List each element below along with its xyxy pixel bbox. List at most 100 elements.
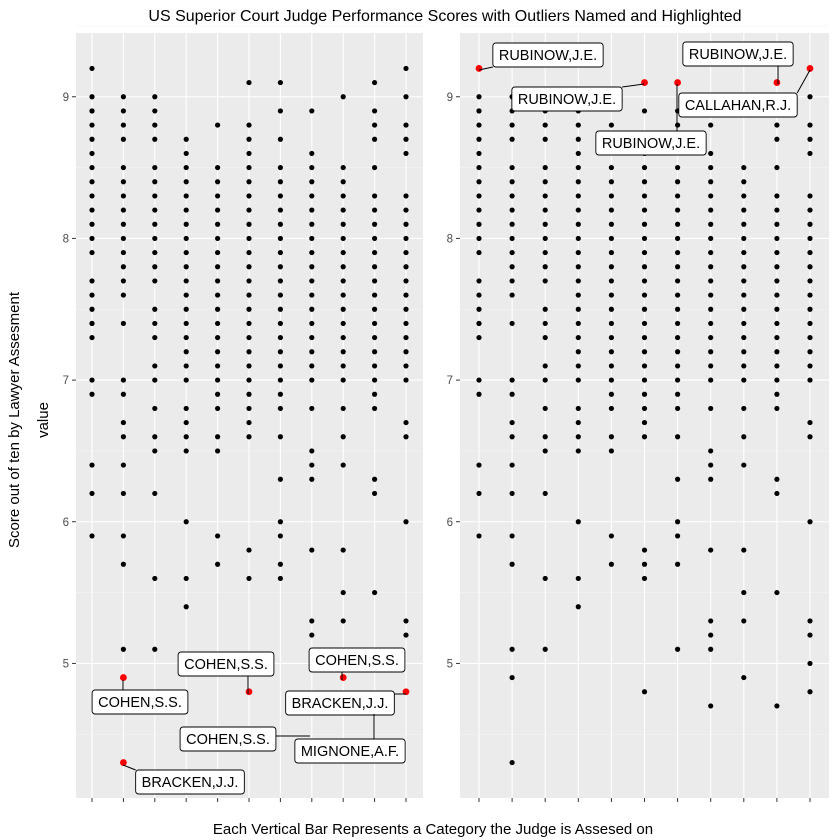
data-point [372,278,378,284]
data-point [774,320,780,327]
data-point [309,306,315,312]
data-point [152,264,158,270]
data-point [741,193,747,199]
data-point [403,249,409,256]
data-point [120,164,126,171]
data-point [708,405,714,412]
data-point [476,306,482,312]
data-point [340,589,346,596]
data-point [608,405,615,412]
data-point [89,278,95,284]
data-point [89,179,95,185]
data-point [741,235,747,242]
data-point [309,448,315,454]
data-point [476,193,482,199]
data-point [774,278,780,284]
data-point [509,221,515,227]
data-point [542,448,548,454]
outlier-label-text: COHEN,S.S. [186,732,270,748]
outlier-label-box [135,769,245,795]
data-point [741,674,747,681]
data-point [641,419,648,426]
outlier-point [641,79,648,86]
data-point [89,391,95,397]
data-point [708,235,714,242]
data-point [741,278,747,284]
data-point [340,462,346,468]
data-point [641,193,648,199]
y-tick-label: 9 [63,92,69,104]
data-point [183,292,189,298]
data-point [246,164,252,171]
panel-2: 5 6 7 8 9 RUBINOW,J.E. RUBINOW,J.E. RUBINOW,J.E… [447,25,829,802]
data-point [246,150,252,157]
data-point [774,249,780,256]
data-point [741,462,747,468]
data-point [372,207,378,213]
data-point [708,349,714,355]
data-point [741,221,747,227]
data-point [277,79,283,86]
data-point [741,249,747,256]
data-point [372,264,378,270]
data-point [807,249,813,256]
data-point [246,434,252,440]
data-point [774,363,780,369]
data-point [575,434,581,440]
data-point [215,235,221,242]
outlier-label-text: COHEN,S.S. [315,653,399,669]
data-point [152,249,158,256]
data-point [277,349,283,355]
data-point [403,94,409,100]
data-point [575,320,581,327]
data-point [575,377,581,383]
data-point [277,434,283,440]
data-point [340,363,346,369]
data-point [476,462,482,468]
outlier-label-text: RUBINOW,J.E. [499,48,597,64]
data-point [641,292,648,298]
data-point [340,618,346,624]
data-point [372,235,378,242]
data-point [277,575,283,582]
data-point [608,377,615,383]
data-point [575,249,581,256]
data-point [372,349,378,355]
data-point [608,334,615,341]
outlier-label-box [511,86,623,112]
data-point [403,349,409,355]
data-point [89,235,95,242]
data-point [403,434,409,440]
data-point [215,434,221,440]
data-point [708,164,714,171]
data-point [807,292,813,298]
data-point [542,136,548,142]
data-point [309,618,315,624]
data-point [403,193,409,199]
data-point [675,264,681,270]
data-point [89,207,95,213]
data-point [152,221,158,227]
data-point [372,292,378,298]
data-point [89,462,95,468]
data-point [246,122,252,128]
data-point [152,434,158,440]
data-point [807,377,813,383]
data-point [575,306,581,312]
data-point [183,448,189,454]
data-point [774,136,780,142]
data-point [774,589,780,596]
data-point [309,476,315,482]
data-point [183,434,189,440]
plot-layer: 5 6 7 8 9 COHEN,S.S. BRACKEN,J.J. COHEN,S.S. COH… [63,25,829,802]
data-point [476,235,482,242]
data-point [476,150,482,157]
data-point [277,264,283,270]
data-point [403,264,409,270]
data-point [774,221,780,227]
data-point [120,221,126,227]
data-point [608,278,615,284]
outlier-point [475,65,483,72]
data-point [509,207,515,213]
data-point [708,306,714,312]
